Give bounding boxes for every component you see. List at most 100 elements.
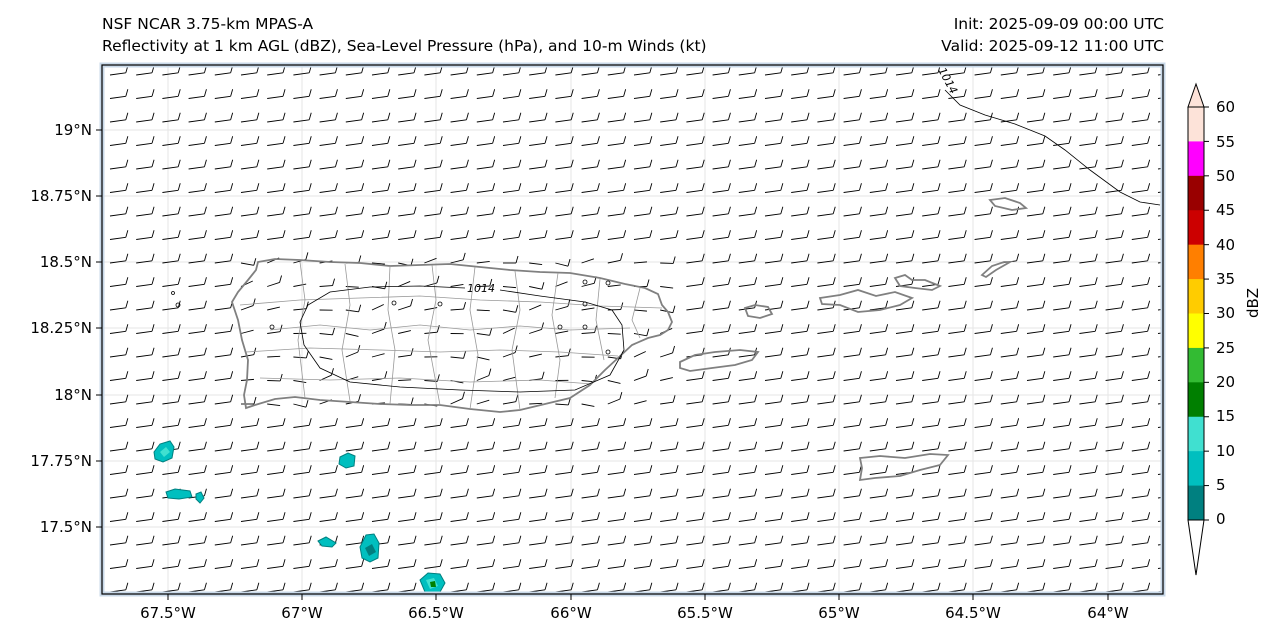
wind-barb	[1079, 565, 1096, 569]
wind-barb	[502, 327, 515, 334]
wind-barb	[1079, 471, 1096, 475]
wind-barb	[188, 518, 205, 522]
map-times: Init: 2025-09-09 00:00 UTC Valid: 2025-0…	[941, 13, 1164, 57]
wind-barb	[424, 518, 441, 522]
wind-barb	[764, 307, 781, 311]
wind-barb	[162, 166, 179, 170]
wind-barb	[869, 119, 886, 123]
wind-barb	[555, 565, 572, 569]
wind-barb	[791, 236, 808, 240]
wind-barb	[738, 424, 755, 428]
wind-barb	[109, 213, 126, 217]
wind-barb	[240, 495, 257, 499]
wind-barb	[476, 166, 493, 170]
wind-barb	[895, 565, 912, 569]
wind-barb	[188, 119, 205, 123]
wind-barb	[529, 542, 546, 546]
wind-barb	[240, 213, 257, 217]
wind-barb	[607, 236, 624, 240]
wind-barb	[476, 213, 493, 217]
wind-barb	[214, 377, 231, 381]
wind-barb	[948, 236, 965, 240]
wind-barb	[1131, 260, 1148, 264]
wind-barb	[607, 95, 624, 99]
wind-barb	[660, 236, 677, 240]
wind-barb	[319, 448, 336, 452]
wind-barb	[869, 448, 886, 452]
wind-barb	[371, 95, 388, 99]
wind-barb	[974, 448, 991, 452]
wind-barb	[712, 307, 729, 311]
wind-barb	[843, 236, 860, 240]
wind-barb	[764, 283, 781, 287]
wind-barb	[660, 286, 674, 289]
wind-barb	[607, 284, 621, 287]
wind-barb	[136, 330, 153, 334]
wind-barb	[214, 166, 231, 170]
wind-barb	[633, 495, 650, 499]
wind-barb	[1053, 518, 1070, 522]
wind-barb	[1105, 424, 1122, 428]
wind-barb	[764, 260, 781, 264]
wind-barb	[974, 283, 991, 287]
cb-label-30: 30	[1216, 304, 1236, 322]
wind-barb	[1053, 260, 1070, 264]
wind-barb	[764, 354, 781, 358]
wind-barb	[764, 330, 781, 334]
wind-barb	[660, 495, 677, 499]
wind-barb	[1000, 518, 1017, 522]
wind-barb	[267, 119, 284, 123]
wind-barb	[581, 258, 595, 264]
wind-barb	[136, 142, 153, 146]
wind-barb	[240, 542, 257, 546]
wind-barb	[712, 213, 729, 217]
wind-barb	[1079, 142, 1096, 146]
wind-barb	[764, 542, 781, 546]
wind-barb	[162, 189, 179, 193]
wind-barb	[1000, 166, 1017, 170]
wind-barb	[476, 142, 493, 146]
wind-barb	[1079, 95, 1096, 99]
valid-time: Valid: 2025-09-12 11:00 UTC	[941, 37, 1164, 55]
wind-barb	[109, 471, 126, 475]
wind-barb	[633, 542, 650, 546]
wind-barb	[895, 142, 912, 146]
wind-barb	[895, 542, 912, 546]
wind-barb	[214, 260, 231, 264]
wind-barb	[1000, 72, 1017, 76]
wind-barb	[1000, 189, 1017, 193]
wind-barb	[712, 565, 729, 569]
wind-barb	[791, 260, 808, 264]
wind-barb	[319, 285, 333, 287]
wind-barb	[214, 565, 231, 569]
wind-barb	[1131, 330, 1148, 334]
wind-barb	[791, 213, 808, 217]
colorbar-band	[1188, 347, 1204, 383]
cb-label-40: 40	[1216, 236, 1236, 254]
wind-barb	[109, 142, 126, 146]
wind-barb	[1131, 95, 1148, 99]
wind-barb	[136, 424, 153, 428]
wind-barb	[267, 424, 284, 428]
wind-barb	[974, 565, 991, 569]
wind-barb	[607, 542, 624, 546]
wind-barb	[529, 142, 546, 146]
wind-barb	[817, 213, 834, 217]
lon-label-66: 66°W	[550, 604, 592, 622]
wind-barb	[398, 213, 415, 217]
axis-ticks	[96, 129, 1109, 600]
wind-barb	[162, 330, 179, 334]
wind-barb	[922, 518, 939, 522]
wind-barb	[502, 518, 519, 522]
wind-barb	[607, 213, 624, 217]
wind-barb	[555, 189, 572, 193]
wind-barb	[529, 402, 543, 405]
wind-barb	[398, 471, 415, 475]
wind-barb	[450, 259, 464, 264]
wind-barb	[502, 448, 519, 452]
colorbar-band	[1188, 485, 1204, 521]
wind-barb	[633, 213, 650, 217]
wind-barb	[1053, 283, 1070, 287]
wind-barb	[1026, 236, 1043, 240]
wind-barb	[922, 72, 939, 76]
